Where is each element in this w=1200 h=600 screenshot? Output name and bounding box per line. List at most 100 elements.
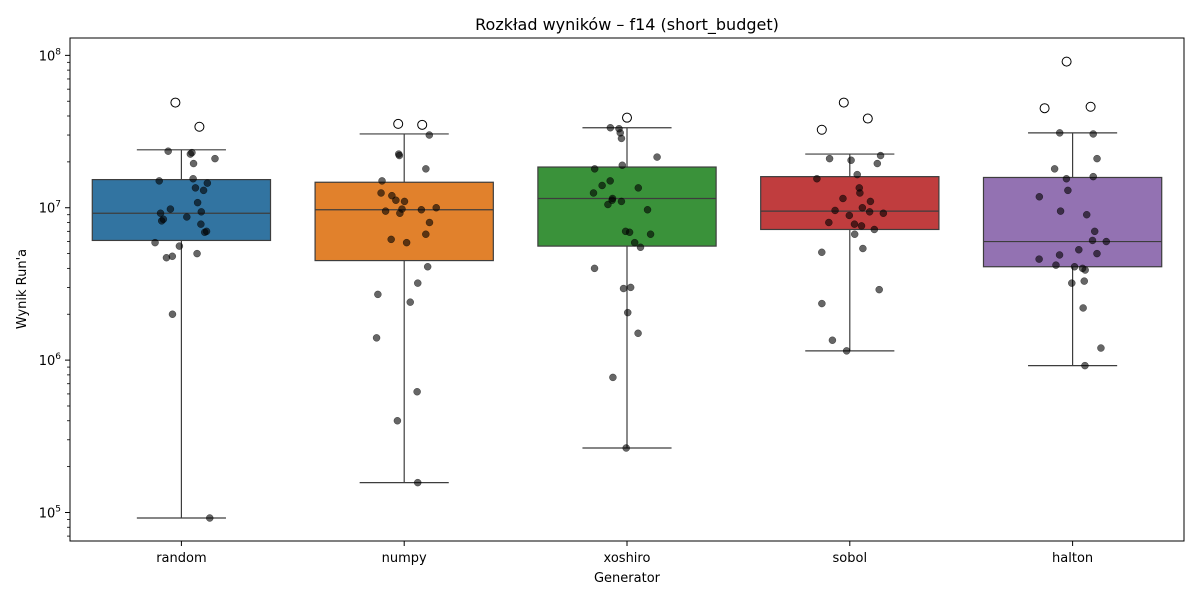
data-point <box>413 478 422 487</box>
outlier-point <box>622 112 632 123</box>
data-point <box>1081 266 1089 274</box>
data-point <box>617 197 626 206</box>
data-point <box>197 220 205 228</box>
data-point <box>162 253 171 262</box>
data-point <box>381 207 390 215</box>
data-point <box>858 203 867 212</box>
data-point <box>870 225 879 234</box>
data-point <box>1050 165 1059 173</box>
data-point <box>189 159 198 168</box>
data-point <box>1080 277 1088 285</box>
data-point <box>374 290 382 299</box>
data-point <box>1089 130 1097 138</box>
data-point <box>847 156 855 164</box>
data-point <box>850 220 859 228</box>
data-point <box>875 285 883 294</box>
data-point <box>1055 251 1064 259</box>
y-tick-label: 106 <box>39 352 62 369</box>
data-point <box>590 264 599 273</box>
y-tick-label: 108 <box>39 47 62 64</box>
data-point <box>609 373 617 382</box>
outlier-point <box>170 97 181 108</box>
y-tick-label: 105 <box>39 504 61 521</box>
data-point <box>402 238 411 247</box>
outlier-point <box>194 121 205 132</box>
data-point <box>206 514 214 522</box>
box-random <box>91 178 272 242</box>
data-point <box>168 310 177 318</box>
data-point <box>618 161 627 170</box>
data-point <box>634 184 643 192</box>
outlier-point <box>816 124 827 135</box>
data-point <box>1056 207 1065 215</box>
data-point <box>1093 154 1101 163</box>
box-group-sobol <box>760 97 940 355</box>
data-point <box>636 243 645 252</box>
data-point <box>825 218 833 227</box>
data-point <box>598 181 606 190</box>
data-point <box>857 222 866 230</box>
outlier-point <box>393 118 404 129</box>
data-point <box>191 184 200 192</box>
box-group-halton <box>982 56 1163 370</box>
data-point <box>396 209 404 218</box>
data-point <box>859 244 867 253</box>
data-point <box>1089 172 1097 181</box>
data-point <box>200 228 209 237</box>
data-point <box>1097 344 1105 352</box>
data-point <box>387 235 395 244</box>
data-point <box>414 279 422 287</box>
x-axis-label: Generator <box>594 571 661 586</box>
x-tick-label: sobol <box>833 551 868 566</box>
data-point <box>183 213 191 221</box>
data-point <box>1035 193 1044 201</box>
data-point <box>828 336 837 345</box>
outlier-point <box>1085 101 1096 112</box>
data-point <box>413 388 421 396</box>
data-point <box>156 209 165 218</box>
data-point <box>646 230 655 238</box>
data-point <box>203 179 212 187</box>
outlier-point <box>862 113 873 124</box>
data-point <box>1055 129 1064 137</box>
data-point <box>850 230 859 238</box>
box-group-numpy <box>314 118 494 487</box>
data-point <box>1093 249 1101 258</box>
outlier-point <box>417 119 428 130</box>
data-point <box>1079 304 1087 312</box>
data-point <box>1075 246 1083 254</box>
data-point <box>876 151 885 160</box>
data-point <box>425 131 434 139</box>
data-point <box>432 203 440 212</box>
data-point <box>865 208 874 216</box>
data-point <box>1068 279 1076 287</box>
y-axis-label: Wynik Run'a <box>15 249 30 329</box>
x-tick-label: random <box>156 551 206 566</box>
data-point <box>175 242 184 250</box>
data-point <box>1090 227 1099 236</box>
data-point <box>831 206 839 215</box>
data-point <box>643 206 652 214</box>
data-point <box>653 153 661 161</box>
data-point <box>619 284 628 293</box>
data-point <box>813 174 821 183</box>
data-point <box>818 299 826 308</box>
data-point <box>164 147 172 155</box>
outlier-point <box>838 97 849 108</box>
y-axis: 105 106 107 108 <box>39 47 70 537</box>
data-point <box>1052 261 1060 269</box>
box-group-xoshiro <box>537 112 717 452</box>
data-point <box>406 298 414 306</box>
data-point <box>186 150 195 158</box>
data-point <box>211 154 219 163</box>
data-point <box>155 177 163 185</box>
data-point <box>617 134 626 143</box>
data-point <box>400 197 409 206</box>
data-point <box>606 123 615 132</box>
data-point <box>422 165 430 173</box>
data-point <box>1062 174 1071 183</box>
box-group-random <box>91 97 272 522</box>
data-point <box>417 206 426 214</box>
data-point <box>199 186 208 195</box>
